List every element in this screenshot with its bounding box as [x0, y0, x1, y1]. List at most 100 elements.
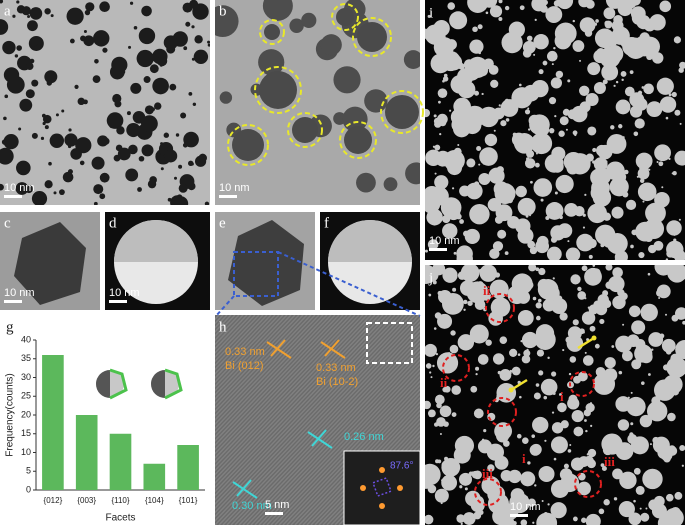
lattice-annotation: 0.30 nm — [232, 500, 272, 512]
particle — [536, 349, 545, 357]
particle — [529, 214, 532, 217]
particle — [144, 105, 154, 115]
particle — [637, 182, 657, 202]
particle — [585, 429, 588, 433]
particle — [188, 91, 193, 96]
particle — [430, 376, 433, 379]
particle — [506, 512, 511, 517]
particle — [643, 183, 647, 186]
hole — [336, 8, 354, 26]
particle — [494, 82, 498, 87]
particle — [565, 336, 572, 344]
particle — [468, 117, 474, 123]
particle — [584, 267, 602, 286]
particle — [534, 328, 556, 350]
particle — [608, 275, 625, 293]
particle — [585, 513, 601, 525]
particle — [527, 498, 536, 507]
particle — [654, 144, 671, 162]
highlight-ring — [287, 112, 323, 148]
particle — [478, 106, 499, 128]
particle — [532, 521, 535, 524]
particle — [501, 31, 523, 54]
particle — [434, 144, 441, 151]
particle — [640, 178, 645, 183]
particle — [30, 38, 38, 47]
particle — [610, 125, 615, 130]
particle — [668, 157, 671, 161]
panel-label: e — [219, 215, 226, 231]
particle — [457, 271, 467, 280]
particle — [447, 2, 456, 10]
particle — [613, 84, 616, 87]
zoom-line — [277, 251, 421, 317]
particle — [77, 97, 85, 106]
particle — [92, 75, 101, 84]
particle — [178, 164, 183, 169]
particle — [444, 456, 449, 461]
particle — [558, 130, 565, 137]
lattice-fringe — [215, 315, 372, 480]
lattice-fringe — [274, 371, 420, 525]
particle — [136, 49, 154, 68]
particle — [526, 348, 529, 351]
particle — [568, 372, 572, 376]
particle — [526, 35, 533, 42]
particle — [14, 54, 19, 58]
particle — [478, 163, 481, 166]
facet-icon-half — [96, 370, 110, 398]
particle — [511, 87, 533, 109]
particle — [551, 411, 555, 414]
highlight-ring — [227, 124, 269, 166]
particle — [403, 50, 420, 69]
spacing-marker — [311, 429, 327, 447]
particle — [646, 101, 663, 118]
particle — [44, 125, 49, 130]
particle — [468, 471, 474, 476]
particle — [656, 77, 674, 95]
particle — [538, 465, 555, 482]
particle — [560, 164, 563, 167]
particle — [520, 471, 536, 487]
particle — [554, 115, 557, 118]
particle — [16, 0, 20, 4]
particle — [21, 6, 31, 16]
particle — [507, 285, 527, 305]
hole — [292, 117, 318, 143]
particle — [567, 240, 570, 243]
panel-label: j — [428, 270, 433, 286]
particle — [509, 348, 518, 357]
particle — [61, 109, 65, 113]
particle — [533, 178, 553, 197]
particle — [448, 352, 451, 355]
hole — [232, 129, 264, 161]
particle — [654, 265, 673, 276]
zoom-box — [233, 251, 279, 297]
particle — [499, 369, 512, 381]
particle — [647, 272, 651, 276]
particle — [467, 479, 471, 483]
particle — [560, 420, 569, 429]
particle — [435, 313, 438, 317]
particle — [456, 514, 466, 523]
lattice-fringe — [215, 315, 304, 409]
particle — [604, 20, 613, 29]
particle — [517, 353, 521, 356]
particle — [585, 92, 599, 106]
particle — [633, 467, 641, 475]
particle — [512, 520, 517, 525]
fft-spot — [360, 485, 366, 491]
x-axis-label: Facets — [105, 513, 135, 524]
particle — [487, 464, 495, 472]
lattice-fringe — [215, 315, 276, 380]
particle — [665, 313, 668, 316]
lattice-fringe — [215, 315, 416, 525]
particle — [622, 136, 625, 139]
particle — [657, 217, 660, 220]
particle — [527, 461, 531, 465]
particle — [449, 344, 459, 354]
lattice-fringe — [294, 392, 420, 525]
particle — [531, 448, 535, 451]
particle — [582, 226, 586, 229]
particle — [504, 5, 510, 11]
